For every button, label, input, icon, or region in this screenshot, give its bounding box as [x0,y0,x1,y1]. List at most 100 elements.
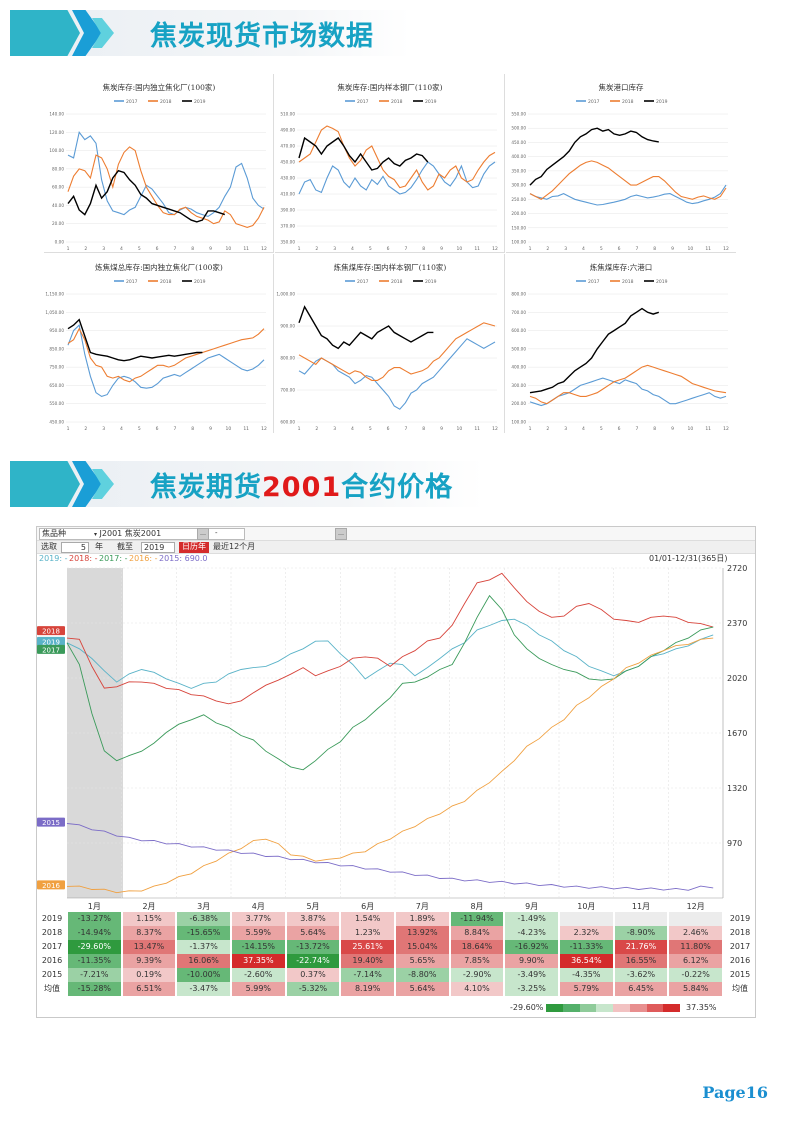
heatmap-cell: -1.49% [505,912,558,926]
secondary-field[interactable]: - [215,529,218,537]
x-tick-label: 6月 [361,902,374,911]
y-tick-label: 430.00 [280,176,295,181]
x-tick-label: 12 [261,426,267,432]
y-tick-label: 140.00 [49,112,64,117]
recent-12-months-button[interactable]: 最近12个月 [213,542,256,551]
calendar-year-button[interactable]: 日历年 [179,542,209,553]
row-label: 2017 [41,942,63,951]
x-tick-label: 4 [351,246,354,252]
heatmap-cell: 4.10% [450,982,504,996]
legend-label-2017: 2017 [357,99,369,105]
symbol-field[interactable]: 焦品种 ▾ J2001 焦炭2001 [39,528,245,540]
x-tick-label: 3 [102,246,105,252]
heatmap-cell: -3.47% [177,982,230,996]
chart-coal-stock-steel-mills: 炼焦煤库存:国内样本钢厂(110家) 2017 2018 2019 600.00 700.… [275,254,505,433]
x-tick-label: 8 [653,426,656,432]
chart-coal-stock-independent: 炼焦煤总库存:国内独立焦化厂(100家) 2017 2018 2019 450.00 55… [44,254,274,433]
heatmap-cell: 9.39% [122,954,176,968]
legend-label-2018: 2018 [391,279,403,285]
x-tick-label: 8月 [470,902,483,911]
section-header-futures: 焦炭期货2001合约价格 [10,461,484,507]
x-tick-label: 7 [173,426,176,432]
x-tick-label: 9 [209,246,212,252]
y-tick-label: 2720 [727,565,747,573]
legend-label-2017: 2017 [588,279,600,285]
heatmap-cell: 15.04% [396,940,449,954]
heatmap-row: 2018 -14.94% 8.37% -15.65% 5.59% 5.64% 1.23% 13… [37,926,755,940]
legend-label-2018: 2018 [622,279,634,285]
legend-2015: 2015: 690.0 [159,554,208,563]
chevron-decoration [10,10,80,56]
heatmap-cell: 9.90% [505,954,558,968]
section-title-futures: 焦炭期货2001合约价格 [150,472,454,503]
x-tick-label: 8 [422,426,425,432]
y-tick-label: 370.00 [280,224,295,229]
row-label-right: 2019 [729,914,751,923]
x-tick-label: 3 [564,246,567,252]
series-tag-label: 2016 [42,882,60,890]
series-value-legend: 2019: - 2018: - 2017: - 2016: - 2015: 69… [37,554,755,564]
x-tick-label: 1 [298,426,301,432]
y-tick-label: 200.00 [511,211,526,216]
y-tick-label: 850.00 [49,346,64,351]
heatmap-cell: -16.92% [505,940,558,954]
x-tick-label: 4月 [252,902,265,911]
x-tick-label: 1 [67,246,70,252]
row-label-right: 2016 [729,956,751,965]
x-tick-label: 6 [156,426,159,432]
x-tick-label: 9 [440,426,443,432]
x-tick-label: 2 [315,246,318,252]
x-tick-label: 6 [387,246,390,252]
symbol-picker-button[interactable]: … [197,528,209,540]
series-tag-2017 [37,644,65,654]
heatmap-cell: -11.33% [560,940,613,954]
x-tick-label: 7 [173,246,176,252]
heatmap-cell: 16.06% [177,954,230,968]
select-label: 选取 [41,542,57,551]
series-line-2015 [66,823,714,891]
x-tick-label: 11 [474,426,480,432]
legend-label-2017: 2017 [588,99,600,105]
x-tick-label: 1月 [88,902,101,911]
x-tick-label: 2 [84,426,87,432]
range-toolbar: 选取 5 年 截至 2019 日历年 最近12个月 [37,541,755,554]
x-tick-label: 8 [422,246,425,252]
end-year-select[interactable]: 2019 [141,542,175,553]
y-tick-label: 250.00 [511,197,526,202]
y-tick-label: 300.00 [511,383,526,388]
x-tick-label: 12 [492,426,498,432]
series-line-2019 [298,136,429,171]
y-tick-label: 120.00 [49,130,64,135]
y-tick-label: 390.00 [280,208,295,213]
series-line-2017 [529,184,727,206]
x-tick-label: 11 [243,426,249,432]
y-tick-label: 490.00 [280,128,295,133]
y-tick-label: 510.00 [280,112,295,117]
chart-title: 焦炭港口库存 [599,82,644,92]
heatmap-cell: -13.27% [68,912,121,926]
scale-bar [546,1004,680,1012]
x-tick-label: 9 [671,426,674,432]
heatmap-cell: 8.84% [450,926,504,940]
heatmap-cell: 6.51% [122,982,176,996]
y-tick-label: 0.00 [55,240,65,245]
row-label-right: 均值 [732,984,748,993]
heatmap-cell: 16.55% [614,954,668,968]
row-label-right: 2018 [729,928,751,937]
x-tick-label: 9月 [525,902,538,911]
heatmap-cell: 8.37% [122,926,176,940]
y-tick-label: 60.00 [52,185,64,190]
heatmap-cell: 13.47% [122,940,176,954]
x-tick-label: 7 [404,246,407,252]
heatmap-cell: 1.89% [396,912,449,926]
series-line-2018 [67,146,265,228]
chart-title: 炼焦煤库存:国内样本钢厂(110家) [334,262,447,272]
secondary-picker-button[interactable]: … [335,528,347,540]
series-line-2019 [67,169,226,223]
heatmap-cell: 0.37% [286,968,340,982]
y-tick-label: 500.00 [511,346,526,351]
series-tag-2015 [37,817,65,827]
y-tick-label: 600.00 [280,420,295,425]
heatmap-cell: -0.22% [669,968,722,982]
year-count-input[interactable]: 5 [61,542,89,553]
